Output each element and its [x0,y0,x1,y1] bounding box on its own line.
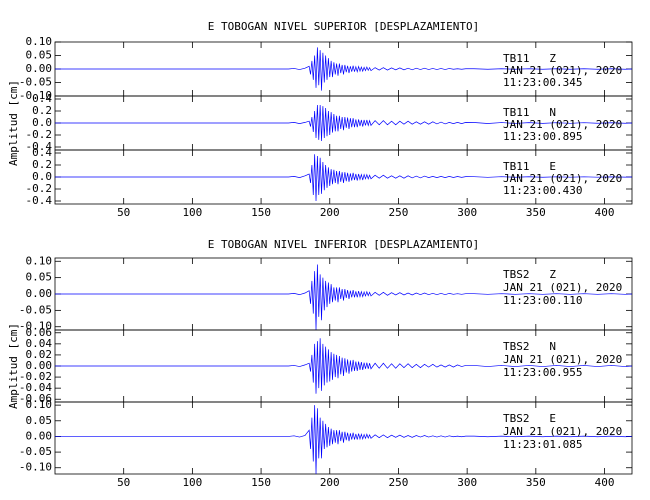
y-tick-label: 0.05 [26,271,53,284]
x-tick-label: 100 [182,476,202,489]
trace-annotation: JAN 21 (021), 2020 [503,172,622,185]
x-tick-label: 200 [320,476,340,489]
y-tick-label: -0.4 [26,194,53,207]
trace-annotation: TBS2 E [503,412,556,425]
trace-annotation: 11:23:00.895 [503,130,582,143]
y-tick-label: -0.05 [19,303,52,316]
chart-title: E TOBOGAN NIVEL SUPERIOR [DESPLAZAMIENTO… [208,20,480,33]
trace-annotation: JAN 21 (021), 2020 [503,281,622,294]
y-tick-label: 0.2 [32,104,52,117]
waveform [55,264,632,330]
waveform [55,154,632,202]
x-tick-label: 400 [595,206,615,219]
x-tick-label: 350 [526,206,546,219]
x-tick-label: 50 [117,476,130,489]
trace-annotation: JAN 21 (021), 2020 [503,64,622,77]
y-tick-label: 0.06 [26,326,53,339]
trace-annotation: 11:23:01.085 [503,438,582,451]
y-tick-label: 0.02 [26,348,53,361]
y-tick-label: 0.10 [26,398,53,411]
y-tick-label: 0.05 [26,414,53,427]
trace-annotation: TB11 Z [503,52,556,65]
trace-annotation: JAN 21 (021), 2020 [503,118,622,131]
x-tick-label: 300 [457,476,477,489]
y-tick-label: 0.0 [32,116,52,129]
x-tick-label: 150 [251,476,271,489]
x-tick-label: 350 [526,476,546,489]
y-tick-label: 0.10 [26,254,53,267]
y-tick-label: 0.0 [32,170,52,183]
y-tick-label: -0.4 [26,140,53,153]
y-tick-label: -0.05 [19,445,52,458]
y-tick-label: -0.10 [19,89,52,102]
y-tick-label: -0.05 [19,76,52,89]
trace-annotation: JAN 21 (021), 2020 [503,425,622,438]
y-tick-label: -0.06 [19,392,52,405]
y-tick-label: 0.04 [26,337,53,350]
y-tick-label: -0.2 [26,182,53,195]
chart-title: E TOBOGAN NIVEL INFERIOR [DESPLAZAMIENTO… [208,238,480,251]
y-axis-label: Amplitud [cm] [7,323,20,409]
x-tick-label: 400 [595,476,615,489]
y-tick-label: -0.2 [26,128,53,141]
trace-annotation: 11:23:00.345 [503,76,582,89]
trace-annotation: 11:23:00.430 [503,184,582,197]
y-tick-label: 0.4 [32,92,52,105]
waveform [55,47,632,91]
y-tick-label: -0.02 [19,370,52,383]
trace-annotation: TBS2 Z [503,268,556,281]
y-tick-label: 0.00 [26,429,53,442]
waveform [55,405,632,474]
y-tick-label: -0.10 [19,461,52,474]
x-tick-label: 250 [389,476,409,489]
x-tick-label: 250 [389,206,409,219]
y-tick-label: 0.4 [32,146,52,159]
y-tick-label: 0.10 [26,35,53,48]
trace-annotation: TB11 N [503,106,556,119]
y-tick-label: 0.00 [26,359,53,372]
trace-annotation: TBS2 N [503,340,556,353]
x-tick-label: 200 [320,206,340,219]
waveform [55,104,632,142]
x-tick-label: 100 [182,206,202,219]
y-tick-label: 0.00 [26,62,53,75]
trace-annotation: JAN 21 (021), 2020 [503,353,622,366]
waveform [55,338,632,394]
y-tick-label: 0.05 [26,49,53,62]
panel-frame [54,401,633,475]
x-tick-label: 150 [251,206,271,219]
trace-annotation: 11:23:00.110 [503,294,582,307]
x-tick-label: 50 [117,206,130,219]
x-tick-label: 300 [457,206,477,219]
y-tick-label: -0.04 [19,381,52,394]
trace-annotation: TB11 E [503,160,556,173]
trace-annotation: 11:23:00.955 [503,366,582,379]
y-tick-label: 0.00 [26,287,53,300]
y-tick-label: -0.10 [19,320,52,333]
y-tick-label: 0.2 [32,158,52,171]
y-axis-label: Amplitud [cm] [7,80,20,166]
